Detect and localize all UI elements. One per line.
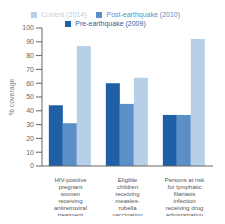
svg-text:10: 10 bbox=[26, 149, 34, 156]
svg-text:30: 30 bbox=[26, 121, 34, 128]
svg-text:% coverage: % coverage bbox=[8, 78, 16, 115]
html-text:Current (2014): Current (2014) bbox=[41, 11, 87, 18]
svg-text:HIV-positivepregnantwomenrecei: HIV-positivepregnantwomenreceivingantire… bbox=[54, 177, 87, 216]
svg-text:Persons at riskfor lymphaticfi: Persons at riskfor lymphaticfilariasisin… bbox=[165, 177, 206, 216]
svg-text:40: 40 bbox=[26, 107, 34, 114]
svg-text:80: 80 bbox=[26, 52, 34, 59]
svg-text:50: 50 bbox=[26, 93, 34, 100]
svg-text:0: 0 bbox=[30, 162, 34, 169]
svg-text:Eligiblechildrenreceivingmeasl: Eligiblechildrenreceivingmeasles-rubella… bbox=[112, 177, 142, 216]
svg-text:90: 90 bbox=[26, 38, 34, 45]
html-text:Pre-earthquake (2009): Pre-earthquake (2009) bbox=[75, 20, 146, 27]
svg-text:70: 70 bbox=[26, 66, 34, 73]
svg-text:60: 60 bbox=[26, 80, 34, 87]
svg-text:20: 20 bbox=[26, 135, 34, 142]
svg-text:100: 100 bbox=[22, 24, 34, 31]
html-text:Post-earthquake (2010): Post-earthquake (2010) bbox=[106, 11, 180, 18]
